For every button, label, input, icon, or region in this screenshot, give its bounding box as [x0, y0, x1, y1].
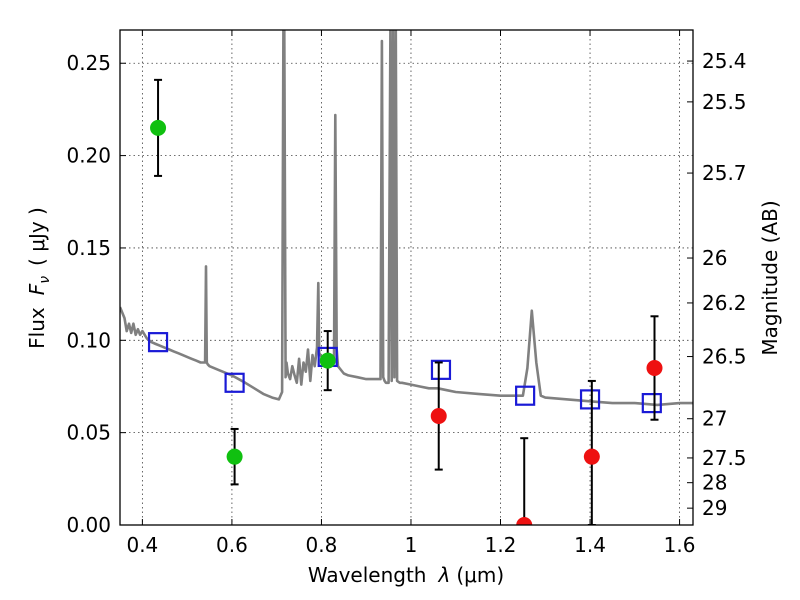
model-photometry-square [515, 385, 536, 406]
axis-ticks: 0.4 0.6 0.8 1 1.2 1.4 1.6 0.00 0.05 0.10 0.15 0.20 0… [66, 30, 747, 557]
observed-nir-point [646, 360, 663, 377]
observed-nir-point [516, 517, 533, 525]
y2-axis-label: Magnitude (AB) [758, 200, 782, 355]
mag-tick-label: 26.2 [702, 291, 747, 315]
x-tick-label: 0.6 [216, 533, 248, 557]
observed-optical-point [226, 448, 243, 465]
mag-tick-label: 25.7 [702, 161, 747, 185]
mag-tick-label: 29 [702, 496, 727, 520]
mag-tick-label: 28 [702, 471, 727, 495]
observed-nir-point [430, 408, 447, 425]
observed-nir-point [583, 448, 600, 465]
y-tick-label: 0.20 [66, 144, 111, 168]
x-tick-label: 0.8 [306, 533, 338, 557]
mag-tick-label: 26 [702, 246, 727, 270]
plot-frame [119, 29, 694, 526]
model-photometry-square [579, 389, 601, 410]
y-tick-label: 0.00 [66, 513, 111, 537]
model-photometry-square [147, 332, 169, 353]
mag-tick-label: 25.5 [702, 90, 747, 114]
mag-tick-label: 25.4 [702, 49, 747, 73]
model-photometry-square [224, 372, 245, 393]
x-tick-label: 1.6 [664, 533, 696, 557]
mag-tick-label: 27 [702, 407, 727, 431]
y-tick-label: 0.05 [66, 421, 111, 445]
observed-optical-point [150, 119, 167, 136]
y-tick-label: 0.25 [66, 51, 111, 75]
x-tick-label: 1.2 [485, 533, 517, 557]
y-tick-label: 0.10 [66, 328, 111, 352]
mag-tick-label: 26.5 [702, 345, 747, 369]
y-axis-label: FluxFν( μJy ) [25, 207, 53, 349]
x-tick-label: 1 [405, 533, 418, 557]
x-tick-label: 0.4 [126, 533, 158, 557]
x-axis-label: Wavelength λ (μm) [308, 563, 504, 587]
y-tick-label: 0.15 [66, 236, 111, 260]
model-spectrum-line [120, 30, 693, 407]
mag-tick-label: 27.5 [702, 446, 747, 470]
model-photometry-square [641, 392, 662, 414]
observed-optical-point [319, 352, 336, 369]
model-photometry-square [430, 359, 452, 380]
x-tick-label: 1.4 [574, 533, 606, 557]
plot-area [120, 30, 693, 525]
